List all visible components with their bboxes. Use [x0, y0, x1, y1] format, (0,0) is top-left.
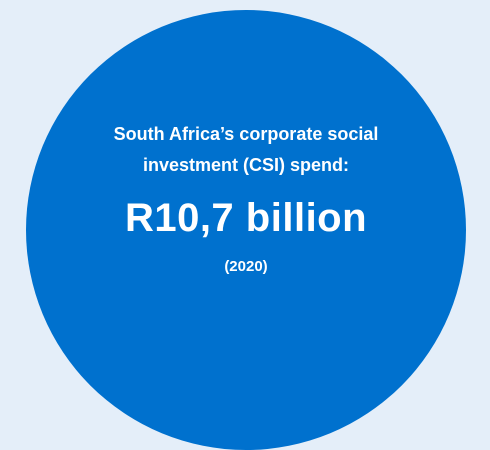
csi-spend-callout: South Africa’s corporate social investme… [26, 10, 466, 450]
csi-amount: R10,7 billion [124, 196, 368, 240]
intro-line-1: South Africa’s corporate social [113, 124, 379, 144]
intro-line-2: investment (CSI) spend: [142, 155, 350, 175]
blue-circle-shape [26, 10, 466, 450]
year-label: (2020) [224, 258, 268, 275]
